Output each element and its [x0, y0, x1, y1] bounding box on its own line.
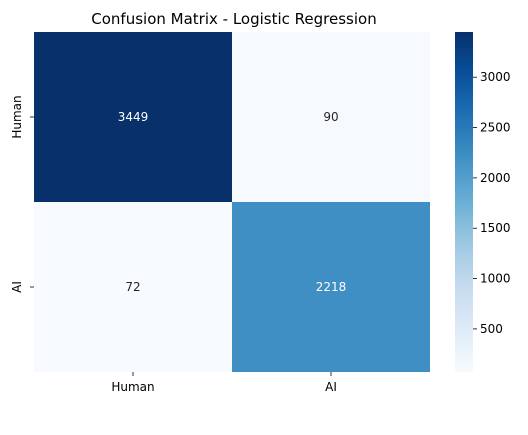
heatmap-cell — [34, 202, 232, 372]
y-axis: Human AI — [10, 95, 34, 293]
cell-value-label: 72 — [125, 280, 140, 294]
cell-value-label: 90 — [323, 110, 338, 124]
x-tick-label: AI — [325, 380, 337, 394]
cell-value-label: 3449 — [118, 110, 149, 124]
y-tick-label: AI — [10, 281, 24, 293]
colorbar-tick-label: 1500 — [480, 221, 511, 235]
cell-value-label: 2218 — [316, 280, 347, 294]
colorbar: 500 1000 1500 2000 2500 3000 — [455, 32, 511, 372]
colorbar-gradient — [455, 32, 473, 372]
colorbar-tick-label: 1000 — [480, 272, 511, 286]
colorbar-tick-label: 2000 — [480, 171, 511, 185]
heatmap-cells: 3449 90 72 2218 — [34, 32, 430, 372]
heatmap-cell — [232, 202, 430, 372]
colorbar-tick-label: 3000 — [480, 70, 511, 84]
colorbar-tick-label: 500 — [480, 322, 503, 336]
x-axis: Human AI — [111, 372, 337, 394]
chart-title: Confusion Matrix - Logistic Regression — [91, 10, 376, 28]
y-tick-label: Human — [10, 95, 24, 138]
colorbar-tick-label: 2500 — [480, 121, 511, 135]
heatmap-cell — [34, 32, 232, 202]
x-tick-label: Human — [111, 380, 154, 394]
heatmap-cell — [232, 32, 430, 202]
